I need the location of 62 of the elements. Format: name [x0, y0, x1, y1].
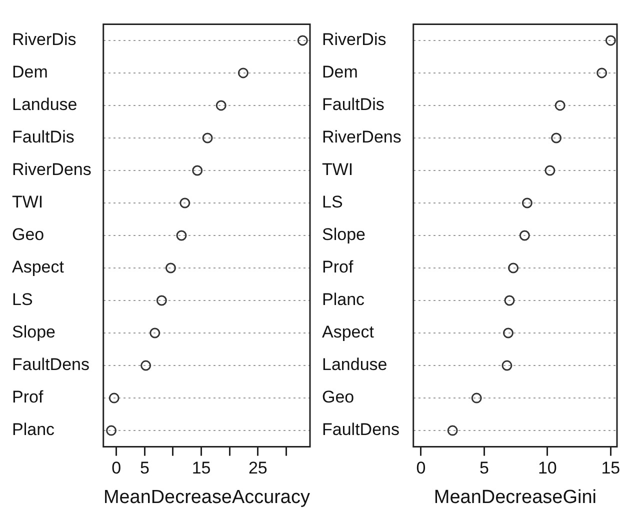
- y-tick-label: LS: [12, 290, 33, 310]
- point: [596, 68, 608, 78]
- y-tick-label: Dem: [12, 62, 48, 82]
- y-tick-label: Prof: [12, 388, 44, 407]
- y-tick-label: RiverDens: [12, 160, 92, 180]
- y-tick-label: Planc: [12, 420, 56, 440]
- y-tick-label: FaultDens: [12, 355, 90, 374]
- point: [297, 35, 308, 46]
- x-tick-label: 15: [601, 458, 620, 478]
- point: [522, 198, 532, 208]
- point: [165, 262, 176, 274]
- y-tick-label: Slope: [12, 322, 56, 342]
- y-tick-label: Aspect: [12, 258, 64, 277]
- y-tick-label: Geo: [322, 388, 354, 407]
- y-tick-label: Aspect: [322, 322, 374, 342]
- x-axis-title: MeanDecreaseGini: [434, 486, 596, 508]
- point: [202, 132, 213, 144]
- point: [238, 68, 248, 78]
- point: [176, 230, 187, 241]
- point: [192, 165, 203, 176]
- x-tick-label: 5: [479, 458, 489, 478]
- point: [502, 328, 514, 338]
- point: [140, 360, 152, 371]
- y-tick-label: FaultDis: [12, 128, 74, 147]
- y-tick-label: LS: [322, 192, 343, 212]
- x-tick-label: 10: [538, 458, 557, 478]
- y-tick-label: Landuse: [322, 355, 388, 374]
- y-tick-label: TWI: [12, 192, 44, 212]
- point: [471, 392, 482, 404]
- y-tick-label: RiverDis: [12, 30, 76, 50]
- y-tick-label: TWI: [322, 160, 354, 180]
- point: [150, 328, 160, 338]
- y-tick-label: FaultDens: [322, 420, 400, 440]
- y-tick-label: Planc: [322, 290, 366, 310]
- point: [216, 100, 226, 111]
- y-tick-label: Geo: [12, 225, 44, 244]
- y-tick-label: Dem: [322, 62, 358, 82]
- y-tick-label: Prof: [322, 258, 354, 277]
- point: [504, 295, 515, 306]
- x-axis-title: MeanDecreaseAccuracy: [103, 486, 310, 508]
- x-tick-label: 5: [140, 458, 150, 478]
- point: [554, 100, 566, 111]
- x-tick-label: 15: [192, 458, 211, 478]
- y-tick-label: RiverDens: [322, 128, 402, 147]
- point: [519, 230, 530, 241]
- point: [544, 165, 556, 176]
- point: [447, 425, 458, 436]
- x-tick-label: 25: [248, 458, 268, 478]
- y-tick-label: FaultDis: [322, 95, 384, 114]
- x-tick-label: 0: [112, 458, 122, 478]
- x-tick-label: 0: [416, 458, 426, 478]
- point: [108, 392, 120, 404]
- point: [502, 360, 512, 371]
- point: [106, 425, 117, 436]
- point: [605, 35, 616, 46]
- y-tick-label: Landuse: [12, 95, 78, 114]
- point: [180, 198, 190, 208]
- point: [551, 132, 562, 144]
- point: [508, 262, 519, 274]
- y-tick-label: Slope: [322, 225, 366, 244]
- y-tick-label: RiverDis: [322, 30, 386, 50]
- point: [156, 295, 167, 306]
